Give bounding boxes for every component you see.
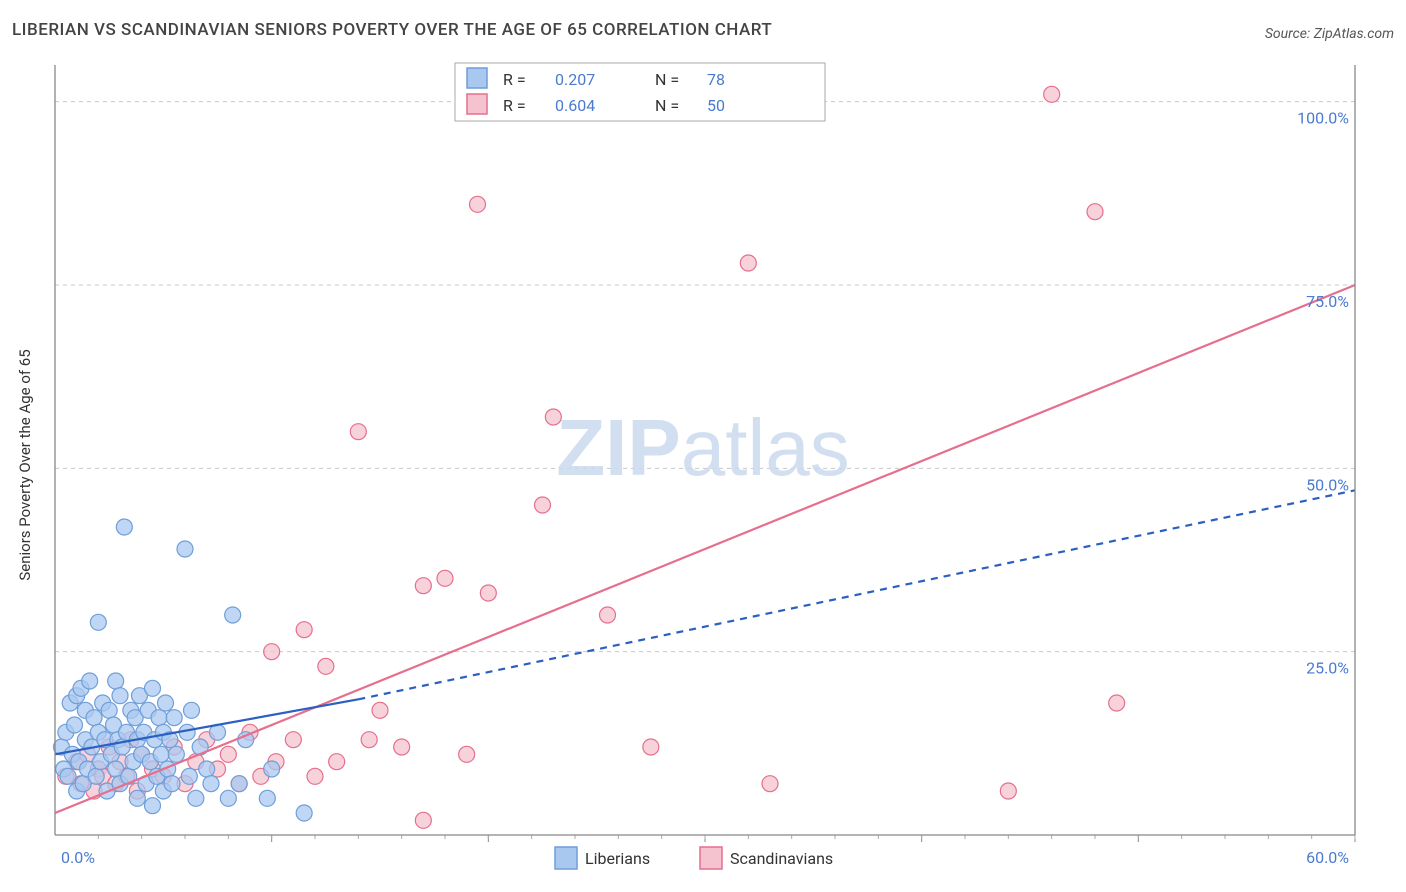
scandinavians-point (470, 196, 486, 212)
scandinavians-point (740, 255, 756, 271)
liberians-point (259, 790, 275, 806)
y-tick-label: 75.0% (1306, 292, 1349, 311)
liberians-point (225, 607, 241, 623)
liberians-point (67, 717, 83, 733)
liberians-point (264, 761, 280, 777)
scatter-chart: ZIPatlas 25.0%50.0%75.0%100.0%0.0%60.0% … (0, 55, 1406, 890)
scandinavians-point (762, 776, 778, 792)
scandinavians-point (1044, 86, 1060, 102)
scandinavians-point (372, 702, 388, 718)
liberians-point (86, 710, 102, 726)
scandinavians-point (1109, 695, 1125, 711)
y-tick-label: 50.0% (1306, 475, 1349, 494)
legend-label-scandinavians: Scandinavians (730, 849, 833, 868)
legend-swatch-liberians (555, 847, 577, 869)
liberians-point (296, 805, 312, 821)
liberians-point (145, 798, 161, 814)
scandinavians-point (285, 732, 301, 748)
liberians-point (181, 768, 197, 784)
liberians-point (199, 761, 215, 777)
watermark: ZIPatlas (556, 403, 849, 492)
liberians-point (153, 746, 169, 762)
liberians-point (166, 710, 182, 726)
legend-swatch (467, 94, 487, 114)
scandinavians-point (264, 644, 280, 660)
x-origin-label: 0.0% (61, 848, 95, 867)
scandinavians-regression (55, 285, 1355, 813)
scandinavians-point (350, 424, 366, 440)
scandinavians-point (220, 746, 236, 762)
legend-N-label: N = (655, 96, 679, 115)
liberians-point (168, 746, 184, 762)
legend-N-label: N = (655, 70, 679, 89)
scandinavians-point (600, 607, 616, 623)
liberians-point (164, 776, 180, 792)
y-tick-label: 100.0% (1297, 109, 1349, 128)
liberians-point (177, 541, 193, 557)
chart-area: ZIPatlas 25.0%50.0%75.0%100.0%0.0%60.0% … (0, 55, 1406, 890)
liberians-point (188, 790, 204, 806)
scandinavians-point (480, 585, 496, 601)
scandinavians-point (1087, 204, 1103, 220)
scandinavians-point (318, 658, 334, 674)
scandinavians-point (1000, 783, 1016, 799)
liberians-point (90, 614, 106, 630)
liberians-point (231, 776, 247, 792)
legend-R-label: R = (503, 70, 526, 89)
x-end-label: 60.0% (1306, 848, 1349, 867)
scandinavians-point (296, 622, 312, 638)
y-tick-label: 25.0% (1306, 659, 1349, 678)
liberians-point (116, 519, 132, 535)
scandinavians-point (437, 570, 453, 586)
y-axis-label: Seniors Poverty Over the Age of 65 (16, 349, 34, 580)
legend-swatch (467, 68, 487, 88)
liberians-point (101, 702, 117, 718)
scandinavians-point (394, 739, 410, 755)
liberians-point (151, 710, 167, 726)
scandinavians-point (361, 732, 377, 748)
legend-N-value: 50 (707, 96, 725, 115)
liberians-point (158, 695, 174, 711)
scandinavians-point (643, 739, 659, 755)
legend-swatch-scandinavians (700, 847, 722, 869)
source-prefix: Source: (1265, 26, 1314, 42)
scandinavians-point (535, 497, 551, 513)
scandinavians-point (545, 409, 561, 425)
liberians-point (184, 702, 200, 718)
liberians-point (203, 776, 219, 792)
liberians-point (108, 673, 124, 689)
chart-title: LIBERIAN VS SCANDINAVIAN SENIORS POVERTY… (12, 20, 772, 40)
scandinavians-point (329, 754, 345, 770)
scandinavians-point (415, 812, 431, 828)
scandinavians-point (459, 746, 475, 762)
legend-R-value: 0.207 (555, 70, 595, 89)
source-link[interactable]: ZipAtlas.com (1314, 26, 1394, 42)
liberians-point (112, 688, 128, 704)
liberians-point (129, 790, 145, 806)
source-label: Source: ZipAtlas.com (1265, 26, 1394, 42)
legend-N-value: 78 (707, 70, 725, 89)
liberians-point (145, 680, 161, 696)
liberians-regression-dashed (358, 490, 1355, 699)
scandinavians-point (307, 768, 323, 784)
legend-R-value: 0.604 (555, 96, 595, 115)
legend-label-liberians: Liberians (585, 849, 650, 868)
liberians-point (82, 673, 98, 689)
legend-R-label: R = (503, 96, 526, 115)
liberians-point (220, 790, 236, 806)
scandinavians-point (415, 578, 431, 594)
liberians-point (60, 768, 76, 784)
liberians-point (88, 768, 104, 784)
